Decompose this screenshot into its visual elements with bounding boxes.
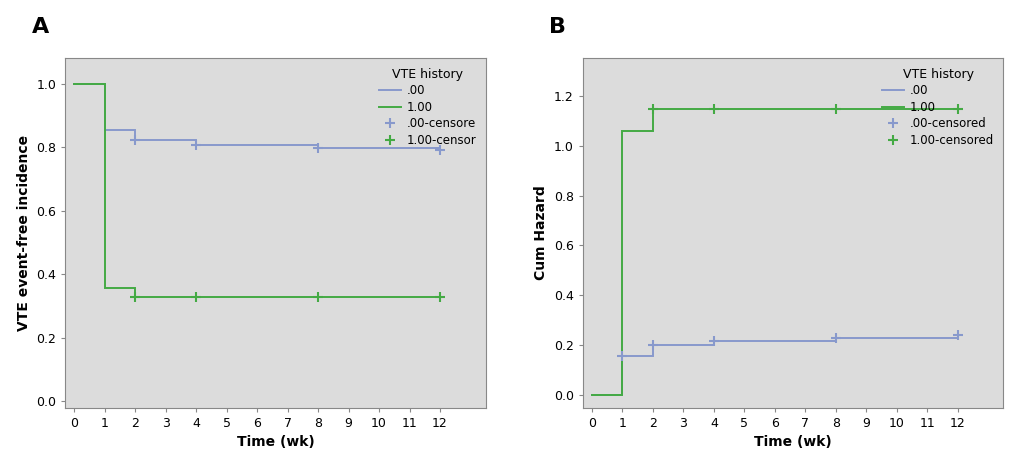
X-axis label: Time (wk): Time (wk)	[236, 435, 314, 449]
Y-axis label: Cum Hazard: Cum Hazard	[534, 185, 548, 281]
Y-axis label: VTE event-free incidence: VTE event-free incidence	[16, 135, 31, 331]
Text: A: A	[32, 17, 49, 37]
Text: B: B	[548, 17, 566, 37]
Legend: .00, 1.00, .00-censore, 1.00-censor: .00, 1.00, .00-censore, 1.00-censor	[375, 64, 479, 151]
Legend: .00, 1.00, .00-censored, 1.00-censored: .00, 1.00, .00-censored, 1.00-censored	[878, 64, 997, 151]
X-axis label: Time (wk): Time (wk)	[753, 435, 832, 449]
